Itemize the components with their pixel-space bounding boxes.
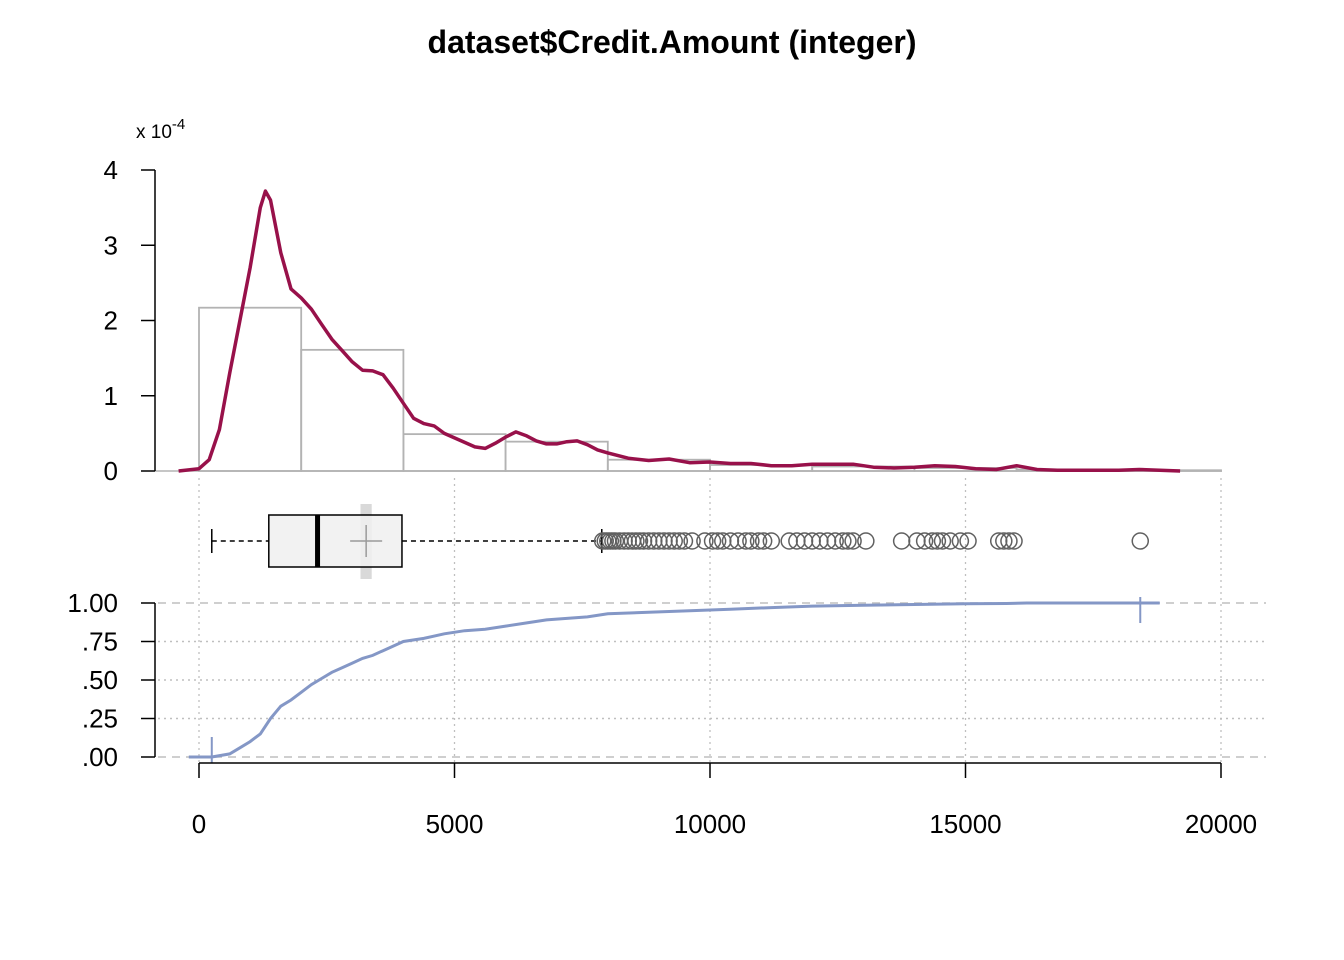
outlier-point bbox=[951, 532, 970, 550]
outlier-point bbox=[892, 532, 911, 550]
outlier-point bbox=[627, 532, 645, 550]
y-scale-exponent: -4 bbox=[172, 116, 185, 133]
histogram-bars bbox=[198, 306, 1222, 472]
x-tick-label: 0 bbox=[192, 809, 206, 839]
ecdf-markers bbox=[210, 597, 1142, 763]
outlier-point bbox=[762, 532, 781, 550]
outlier-point bbox=[754, 532, 773, 550]
density-y-tick-label: 0 bbox=[104, 456, 118, 486]
outlier-point bbox=[675, 532, 694, 550]
x-tick-label: 15000 bbox=[929, 809, 1001, 839]
density-curve bbox=[178, 189, 1181, 473]
x-tick-label: 5000 bbox=[426, 809, 484, 839]
outlier-point bbox=[941, 532, 959, 550]
outlier-point bbox=[834, 532, 852, 550]
outlier-point bbox=[749, 532, 768, 550]
outlier-point bbox=[995, 532, 1013, 550]
outlier-point bbox=[670, 532, 689, 550]
outlier-point bbox=[915, 532, 934, 550]
ecdf-grid bbox=[158, 602, 1266, 758]
x-tick-label: 10000 bbox=[674, 809, 746, 839]
density-y-tick-label: 4 bbox=[104, 155, 118, 185]
boxplot-panel bbox=[211, 504, 1150, 579]
y-scale-prefix: x 10 bbox=[136, 122, 172, 143]
outlier-point bbox=[923, 532, 942, 550]
density-y-axis: 0 1 2 3 4 bbox=[104, 155, 156, 486]
outlier-point bbox=[708, 532, 727, 550]
outlier-point bbox=[606, 532, 625, 550]
histogram-bar bbox=[300, 348, 405, 472]
outlier-point bbox=[933, 532, 952, 550]
outlier-point bbox=[665, 532, 683, 550]
outlier-point bbox=[928, 532, 947, 550]
x-axis: 0 5000 10000 15000 20000 bbox=[192, 762, 1257, 839]
density-panel: x 10-4 0 1 2 3 4 bbox=[104, 116, 1222, 486]
x-tick-label: 20000 bbox=[1185, 809, 1257, 839]
density-y-tick-label: 3 bbox=[104, 230, 118, 260]
ecdf-y-tick-label: .25 bbox=[82, 704, 118, 734]
outlier-point bbox=[1005, 532, 1023, 550]
ecdf-y-tick-label: .50 bbox=[82, 665, 118, 695]
outlier-point bbox=[630, 532, 649, 550]
outlier-point bbox=[826, 532, 844, 550]
ecdf-panel: .00 .25 .50 .75 1.00 bbox=[67, 588, 1266, 772]
outlier-point bbox=[857, 532, 875, 550]
y-scale-note: x 10-4 bbox=[136, 116, 185, 143]
outlier-point bbox=[703, 532, 722, 550]
density-y-tick-label: 2 bbox=[104, 306, 118, 336]
chart-title: dataset$Credit.Amount (integer) bbox=[428, 24, 917, 60]
outlier-point bbox=[844, 532, 862, 550]
outlier-point bbox=[742, 532, 760, 550]
outlier-point bbox=[1000, 532, 1018, 550]
outlier-point bbox=[839, 532, 857, 550]
outlier-point bbox=[1131, 532, 1150, 550]
outlier-point bbox=[737, 532, 755, 550]
density-y-tick-label: 1 bbox=[104, 381, 118, 411]
outlier-point bbox=[959, 532, 977, 550]
ecdf-curve bbox=[188, 601, 1160, 759]
ecdf-y-axis: .00 .25 .50 .75 1.00 bbox=[67, 588, 156, 772]
ecdf-y-tick-label: .00 bbox=[82, 742, 118, 772]
outlier-point bbox=[683, 532, 701, 550]
outlier-point bbox=[729, 532, 747, 550]
ecdf-y-tick-label: .75 bbox=[82, 627, 118, 657]
outlier-point bbox=[696, 532, 714, 550]
ecdf-y-tick-label: 1.00 bbox=[67, 588, 118, 618]
